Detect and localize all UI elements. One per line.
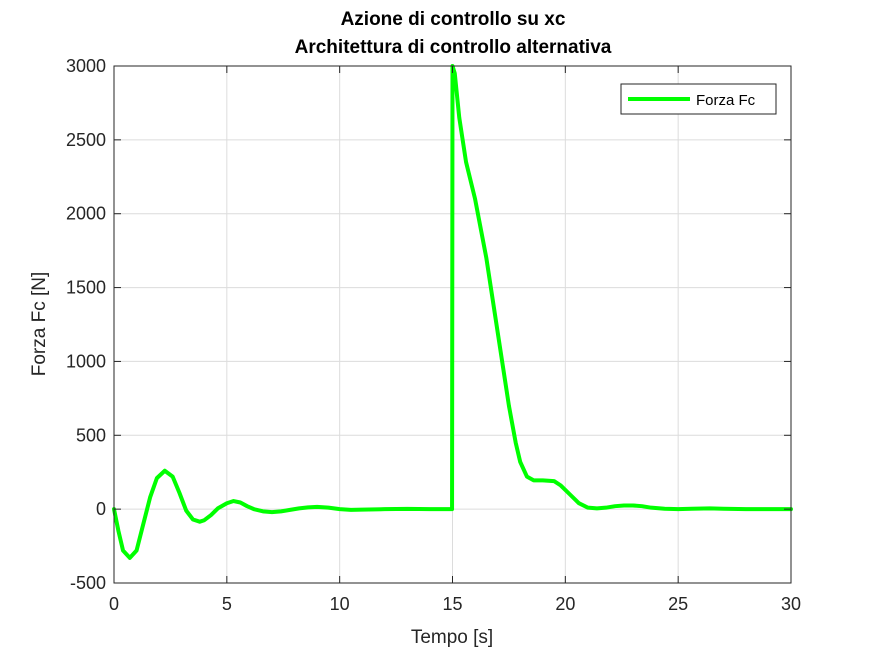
x-tick-label: 20 <box>555 594 575 614</box>
x-tick-label: 25 <box>668 594 688 614</box>
chart-title: Azione di controllo su xc <box>341 9 566 30</box>
y-tick-label: 0 <box>96 499 106 519</box>
y-tick-label: 2000 <box>66 204 106 224</box>
x-tick-label: 5 <box>222 594 232 614</box>
y-tick-label: 500 <box>76 425 106 445</box>
series-layer <box>112 64 793 560</box>
x-tick-label: 30 <box>781 594 801 614</box>
legend-label-forza-fc: Forza Fc <box>696 92 756 109</box>
series-line-0 <box>112 64 793 560</box>
x-axis-label: Tempo [s] <box>411 627 493 648</box>
x-tick-label: 0 <box>109 594 119 614</box>
y-tick-label: 2500 <box>66 130 106 150</box>
y-tick-label: 1000 <box>66 351 106 371</box>
x-tick-label: 10 <box>330 594 350 614</box>
chart-subtitle: Architettura di controllo alternativa <box>295 37 612 58</box>
legend: Forza Fc <box>620 83 777 115</box>
x-tick-label: 15 <box>442 594 462 614</box>
y-axis-label: Forza Fc [N] <box>29 272 50 377</box>
y-tick-label: 3000 <box>66 56 106 76</box>
y-tick-label: -500 <box>70 573 106 593</box>
y-tick-label: 1500 <box>66 278 106 298</box>
